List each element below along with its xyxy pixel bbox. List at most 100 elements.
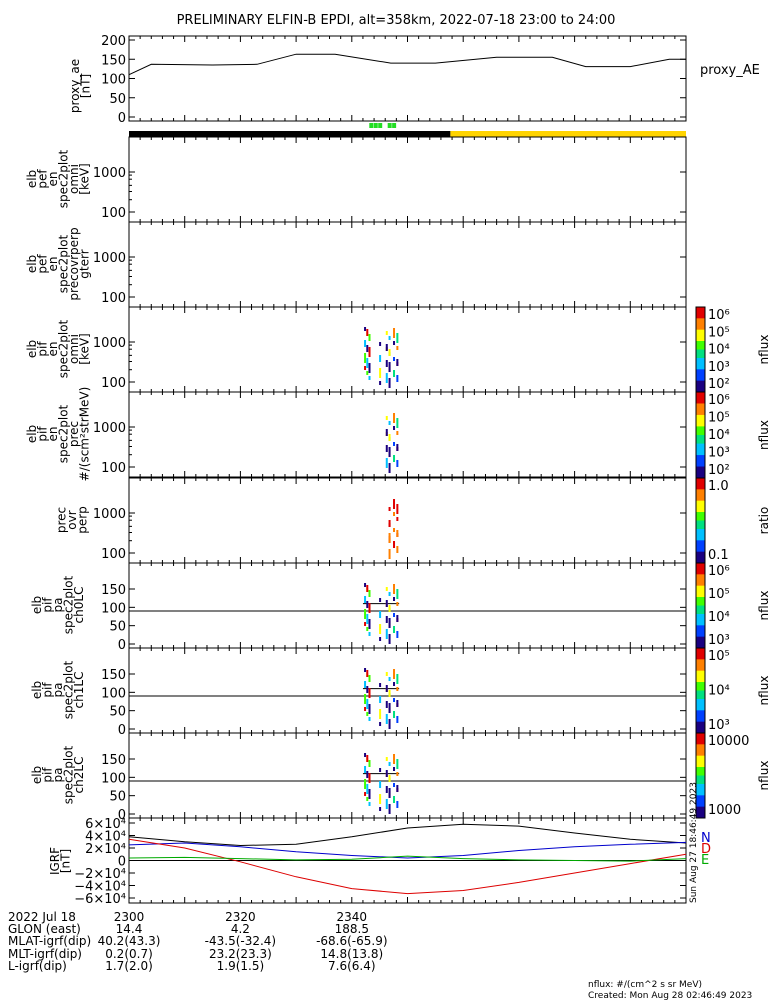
- colorbar-tick-label: 10⁴: [708, 610, 730, 625]
- spectrogram-pixel: [396, 700, 399, 707]
- spectrogram-pixel: [366, 345, 369, 352]
- colorbar-cell: [696, 591, 705, 595]
- colorbar-cell: [696, 548, 705, 553]
- spectrogram-pixel: [388, 677, 391, 681]
- colorbar-cell: [696, 372, 705, 376]
- energy-tick-label: 100: [101, 206, 126, 221]
- spectrogram-pixel: [366, 755, 369, 762]
- colorbar-cell: [696, 551, 705, 555]
- colorbar-cell: [696, 642, 705, 646]
- spectrogram-pixel: [366, 627, 369, 631]
- colorbar-cell: [696, 605, 705, 609]
- colorbar-cell: [696, 366, 705, 370]
- spectrogram-pixel: [393, 413, 396, 423]
- spectrogram-pixel: [364, 779, 367, 789]
- colorbar-cell: [696, 321, 705, 325]
- spectrogram-pixel: [388, 507, 391, 511]
- spectrogram-pixel: [388, 605, 391, 612]
- colorbar-cell: [696, 614, 705, 618]
- proxy-ae-tick-label: 200: [101, 34, 126, 49]
- colorbar-cell: [696, 648, 705, 652]
- spectrogram-pixel: [366, 771, 369, 778]
- igrf-tick-label: 4×10⁴: [85, 830, 126, 845]
- colorbar-cell: [696, 662, 705, 666]
- colorbar-label-text: nflux: [757, 676, 771, 706]
- colorbar-cell: [696, 784, 705, 788]
- colorbar-cell: [696, 619, 705, 623]
- igrf-legend-entry: D: [701, 842, 711, 857]
- proxy-ae-tick-label: 100: [101, 73, 126, 88]
- proxy-ae-legend: proxy_AE: [700, 63, 760, 78]
- colorbar-cell: [696, 352, 705, 356]
- colorbar-cell: [696, 329, 705, 333]
- spectrogram-pixel: [379, 683, 382, 687]
- spectrogram-pixel: [388, 378, 391, 388]
- spectrogram-pixel: [393, 682, 396, 686]
- spectrogram-pixel: [385, 672, 388, 676]
- colorbar-label-text: nflux: [757, 591, 771, 621]
- y-axis-label-line: pef: [35, 169, 49, 189]
- colorbar-cell: [696, 315, 705, 319]
- spectrogram-pixel: [388, 690, 391, 697]
- colorbar-cell: [696, 750, 705, 754]
- energy-tick-label: 100: [101, 547, 126, 562]
- colorbar-cell: [696, 341, 705, 345]
- colorbar-cell: [696, 346, 705, 350]
- colorbar-cell: [696, 397, 705, 402]
- colorbar-label-text: nflux: [757, 420, 771, 450]
- colorbar-cell: [696, 326, 705, 331]
- spectrogram-pixel: [396, 759, 399, 769]
- axis-row-value: -68.6(-65.9): [316, 934, 387, 948]
- y-axis-label-line: pa: [51, 768, 65, 783]
- colorbar-cell: [696, 531, 705, 536]
- y-axis-label-line: IGRF: [48, 847, 62, 875]
- colorbar-cell: [696, 577, 705, 581]
- spectrogram-pixel: [385, 331, 388, 335]
- spectrogram-pixel: [368, 704, 371, 714]
- colorbar-cell: [696, 710, 705, 714]
- y-axis-label-line: spec2plot: [62, 745, 76, 804]
- colorbar-cell: [696, 696, 705, 700]
- spectrogram-pixel: [393, 754, 396, 764]
- spectrogram-pixel: [379, 722, 382, 726]
- spectrogram-pixel: [385, 616, 388, 623]
- colorbar-cell: [696, 656, 705, 660]
- spectrogram-pixel: [385, 416, 388, 420]
- spectrogram-pixel: [364, 366, 367, 370]
- y-axis-label-line: pif: [35, 426, 49, 442]
- colorbar-cell: [696, 718, 705, 723]
- colorbar-cell: [696, 386, 705, 390]
- colorbar-cell: [696, 449, 705, 453]
- colorbar-cell: [696, 798, 705, 802]
- colorbar-cell: [696, 693, 705, 697]
- spectrogram-pixel: [368, 632, 371, 636]
- status-green-mark: [387, 123, 392, 128]
- spectrogram-pixel: [379, 768, 382, 772]
- spectrogram-pixel: [379, 709, 382, 719]
- colorbar-cell: [696, 560, 705, 564]
- colorbar-cell: [696, 730, 705, 734]
- spectrogram-panel: [128, 391, 687, 478]
- spectrogram-pixel: [393, 442, 396, 446]
- colorbar-cell: [696, 495, 705, 499]
- colorbar-tick-label: 10⁴: [708, 428, 730, 443]
- colorbar-cell: [696, 616, 705, 621]
- colorbar-frame: [695, 732, 706, 819]
- pitch-angle-tick-label: 100: [101, 686, 126, 701]
- colorbar-cell: [696, 801, 705, 805]
- colorbar: 10² 10³ 10⁴ 10⁵ 10⁶ nflux: [695, 306, 771, 393]
- colorbar-cell: [696, 492, 705, 496]
- spectrogram-pixel: [368, 347, 371, 357]
- spectrogram-pixel: [379, 624, 382, 634]
- spectrogram-pixel: [396, 631, 399, 638]
- colorbar-cell: [696, 343, 705, 348]
- colorbar-cell: [696, 503, 705, 507]
- colorbar-cell: [696, 414, 705, 419]
- colorbar-cell: [696, 469, 705, 473]
- colorbar-cell: [696, 795, 705, 799]
- spectrogram-pixel: [393, 426, 396, 430]
- colorbar-cell: [696, 455, 705, 459]
